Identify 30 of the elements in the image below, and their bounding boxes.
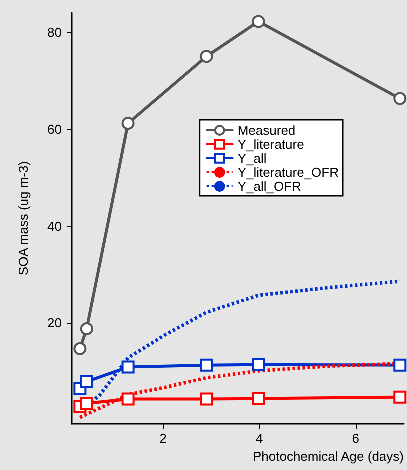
legend-label: Y_literature_OFR xyxy=(238,165,340,180)
legend-label: Y_all xyxy=(238,151,267,166)
point xyxy=(394,358,407,372)
x-tick-label: 6 xyxy=(352,431,360,446)
legend-label: Y_all_OFR xyxy=(238,179,302,194)
point xyxy=(80,375,94,388)
y-tick-label: 40 xyxy=(48,218,62,234)
point xyxy=(122,392,135,406)
point xyxy=(122,117,135,130)
point xyxy=(74,342,87,356)
point xyxy=(122,360,135,374)
point xyxy=(200,392,214,406)
legend-label: Y_literature xyxy=(238,137,304,152)
point xyxy=(252,15,266,28)
x-tick-label: 2 xyxy=(160,431,168,446)
x-tick-label: 4 xyxy=(256,431,264,446)
y-tick-label: 60 xyxy=(48,122,62,137)
y-tick-label: 20 xyxy=(48,316,62,331)
point xyxy=(252,392,266,406)
point xyxy=(394,92,407,106)
y-axis-title: SOA mass (ug m-3) xyxy=(16,161,31,276)
point xyxy=(200,358,214,372)
point xyxy=(252,358,266,372)
x-axis-title: Photochemical Age (days) xyxy=(252,449,404,464)
legend-label: Measured xyxy=(238,123,296,138)
point xyxy=(80,397,94,410)
point xyxy=(80,322,94,336)
point xyxy=(200,50,214,64)
y-tick-label: 80 xyxy=(48,24,62,40)
point xyxy=(394,390,407,404)
